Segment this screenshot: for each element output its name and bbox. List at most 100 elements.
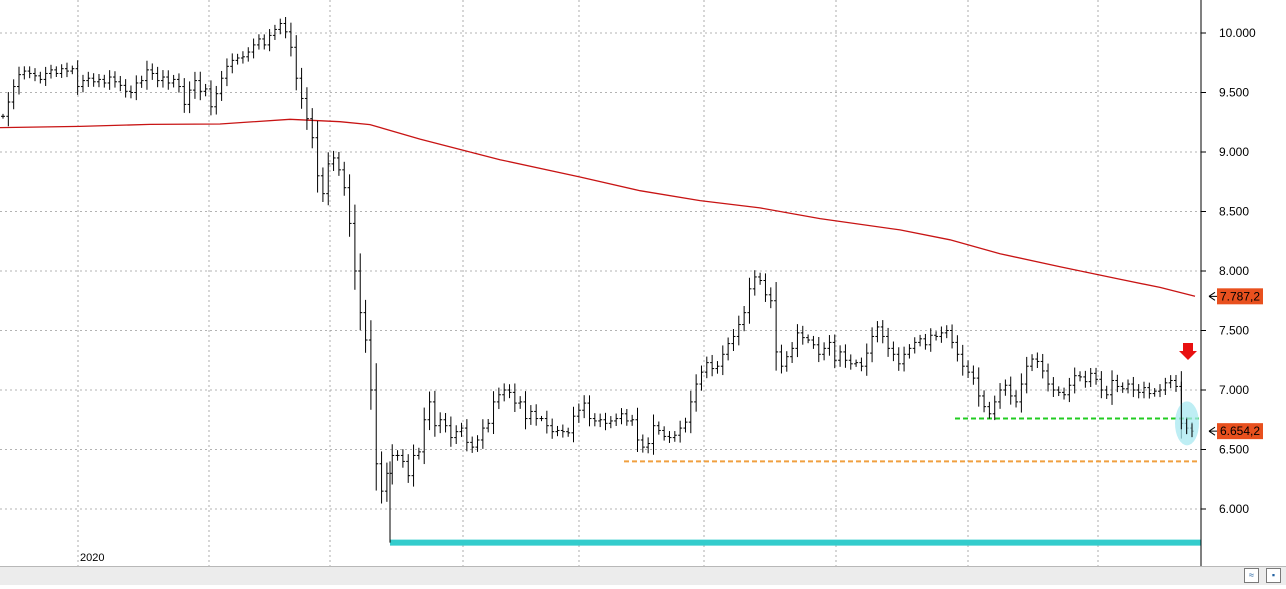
price-bar	[944, 325, 949, 339]
price-bar	[726, 337, 731, 361]
y-tick-label: 9.000	[1219, 145, 1249, 159]
price-bar	[886, 327, 891, 357]
price-bar	[406, 454, 411, 483]
price-bar	[704, 356, 709, 379]
price-bar	[240, 51, 245, 64]
price-bar	[395, 450, 400, 461]
price-bar	[144, 60, 149, 90]
price-tag-label: 6.654,2	[1220, 424, 1260, 438]
price-bar	[736, 315, 741, 346]
price-bar	[1062, 387, 1067, 400]
price-bar	[1120, 382, 1125, 393]
price-bar	[22, 66, 27, 80]
price-bar	[774, 282, 779, 371]
price-bar	[480, 419, 485, 449]
price-bar	[187, 81, 192, 114]
price-bar	[214, 85, 219, 115]
price-bar	[1142, 381, 1147, 399]
price-bar	[470, 436, 475, 453]
price-bar	[768, 287, 773, 309]
price-bar	[1104, 385, 1109, 399]
price-bar	[262, 34, 267, 50]
price-bar	[230, 53, 235, 74]
price-bar	[800, 325, 805, 345]
price-bar	[416, 447, 421, 460]
price-bar	[683, 417, 688, 433]
price-bar	[358, 253, 363, 331]
annotations: 7.787,2 6.654,2	[1175, 288, 1263, 446]
price-bar	[614, 413, 619, 426]
price-bar	[651, 414, 656, 455]
price-bar	[1174, 374, 1179, 392]
price-bar	[523, 391, 528, 430]
price-bar	[891, 341, 896, 362]
price-bar	[118, 75, 123, 92]
price-bar	[662, 426, 667, 441]
price-bar	[464, 419, 469, 452]
price-bar	[608, 416, 613, 429]
price-bar	[1147, 382, 1152, 399]
price-bar	[1051, 377, 1056, 397]
price-bar	[123, 79, 128, 98]
price-bar	[219, 70, 224, 101]
price-bar	[208, 80, 213, 116]
price-bar	[960, 344, 965, 376]
price-bar	[667, 431, 672, 443]
price-bar	[758, 272, 763, 285]
price-bar	[272, 24, 277, 40]
price-bar	[486, 419, 491, 433]
price-bar	[763, 273, 768, 302]
price-bar	[176, 73, 181, 93]
price-bar	[992, 395, 997, 421]
moving-average-line	[0, 118, 1196, 297]
price-bar	[1131, 376, 1136, 398]
price-bar	[27, 66, 32, 79]
price-bar	[171, 74, 176, 88]
price-tag-label: 7.787,2	[1220, 289, 1260, 303]
price-bar	[1030, 354, 1035, 372]
price-bar	[795, 324, 800, 358]
price-bar	[848, 354, 853, 370]
price-bar	[166, 70, 171, 90]
save-icon[interactable]: ▪	[1266, 568, 1281, 583]
price-bar	[528, 405, 533, 425]
price-bar	[139, 75, 144, 88]
price-bar	[384, 462, 389, 502]
moving-average-layer	[0, 118, 1196, 297]
price-bar	[1035, 352, 1040, 369]
year-label: 2020	[80, 552, 104, 564]
price-bar	[54, 66, 59, 78]
price-bar	[363, 299, 368, 353]
price-bar	[742, 305, 747, 332]
price-bar	[1158, 384, 1163, 398]
price-bar	[720, 345, 725, 376]
price-bar	[390, 444, 395, 485]
price-bar	[619, 408, 624, 425]
price-bar	[320, 167, 325, 202]
price-bar	[160, 70, 165, 88]
price-bar	[1099, 371, 1104, 399]
price-bar	[267, 29, 272, 52]
price-bar	[939, 326, 944, 343]
price-bar	[38, 71, 43, 84]
price-bar	[923, 333, 928, 350]
price-bar	[427, 391, 432, 431]
price-bar	[182, 78, 187, 113]
price-bar	[790, 342, 795, 363]
price-bar	[1024, 356, 1029, 394]
price-bar	[374, 363, 379, 491]
price-bar	[1014, 390, 1019, 408]
y-tick-label: 8.500	[1219, 205, 1249, 219]
price-bar	[331, 150, 336, 171]
price-bar	[928, 328, 933, 352]
chart-settings-icon[interactable]: ≈	[1244, 568, 1259, 583]
price-bar	[438, 412, 443, 434]
price-bar	[347, 174, 352, 237]
price-bar	[592, 413, 597, 427]
price-bar	[966, 360, 971, 378]
price-bar	[544, 410, 549, 434]
price-bar	[443, 413, 448, 433]
price-bar	[550, 418, 555, 439]
price-bar	[251, 38, 256, 59]
